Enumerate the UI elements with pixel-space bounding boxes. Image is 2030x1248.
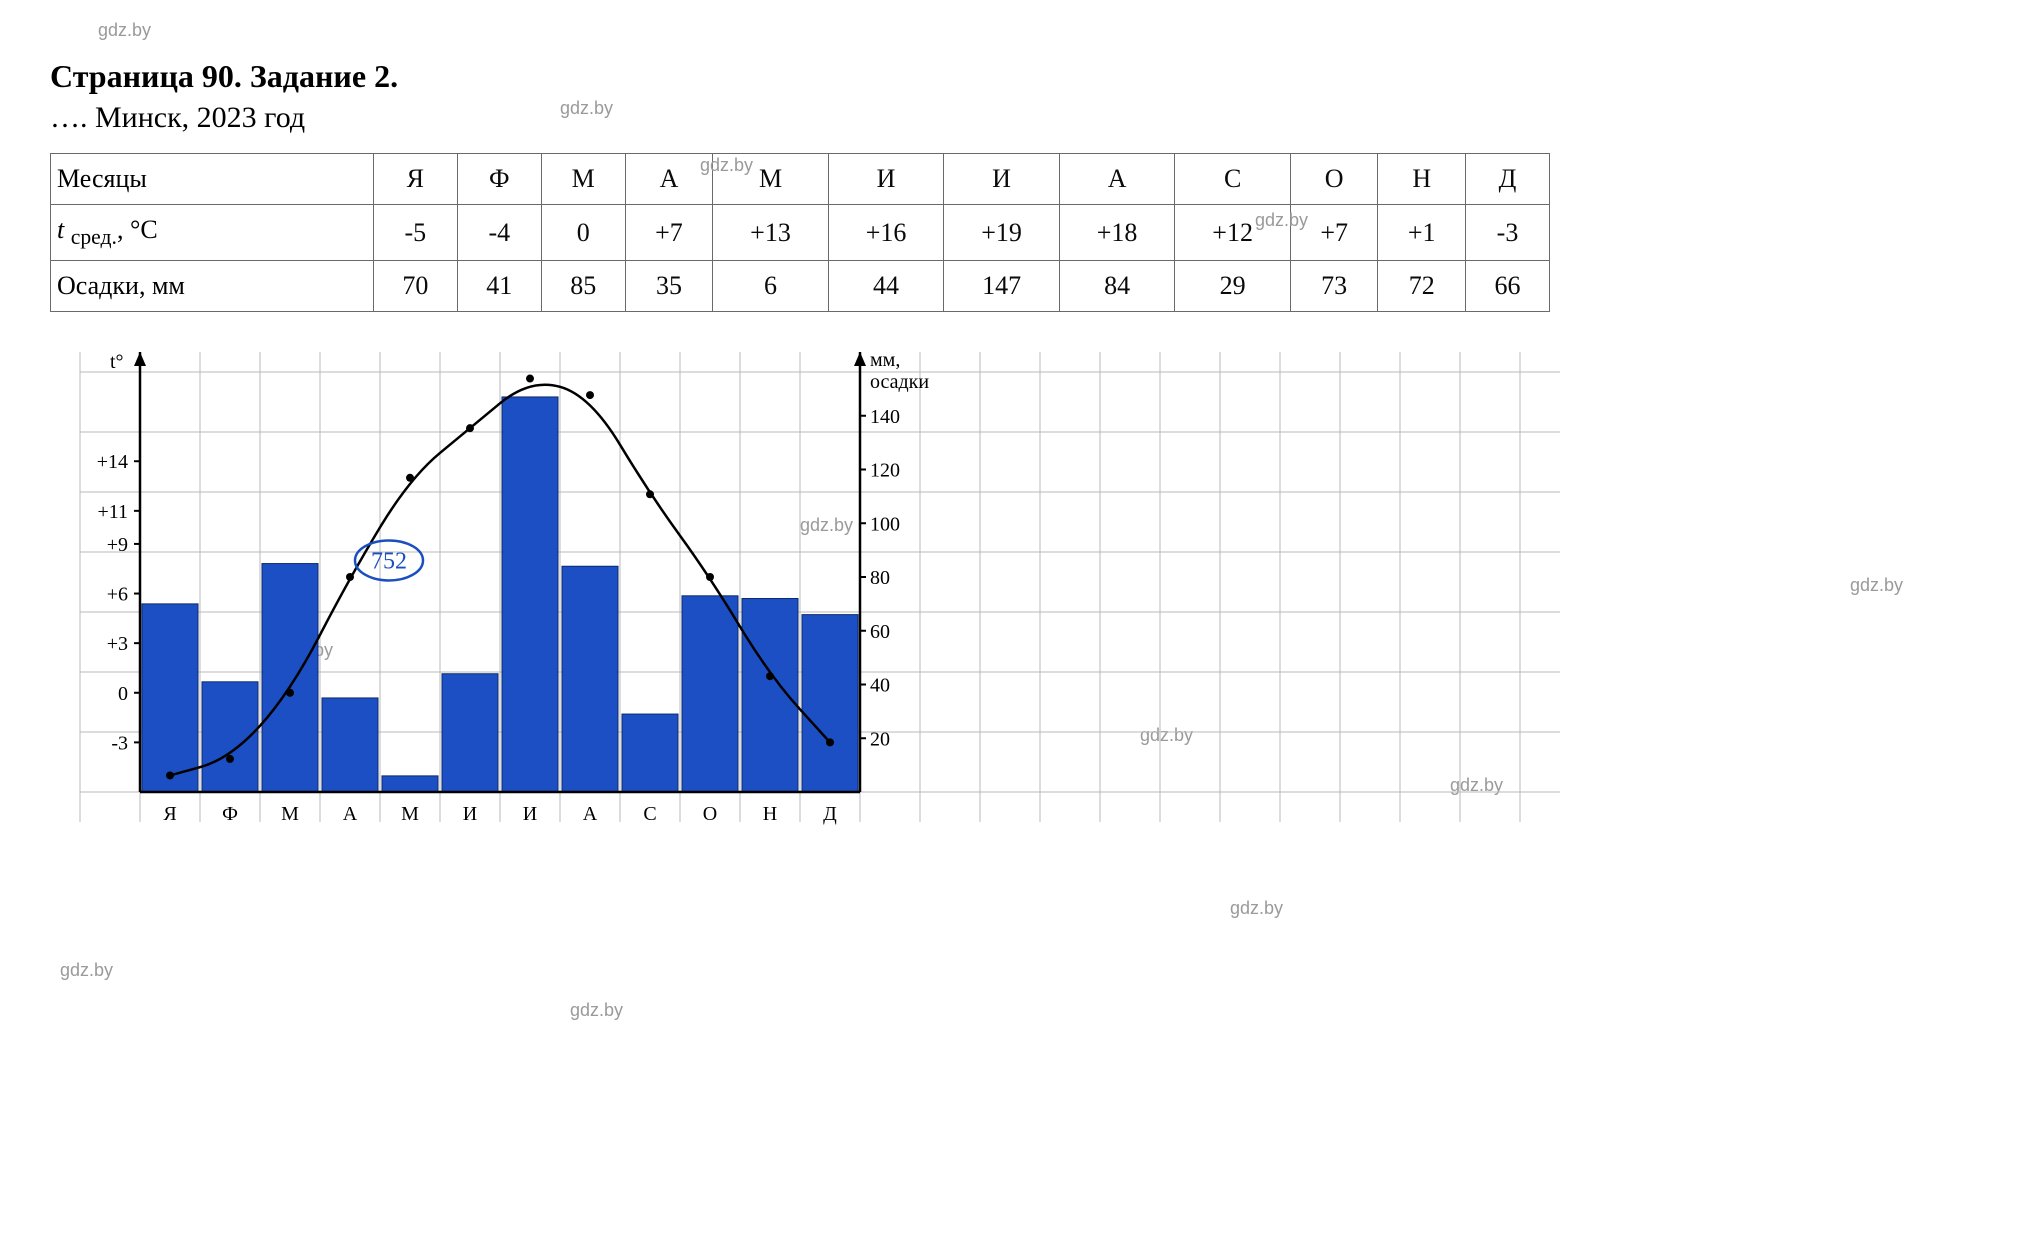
temp-tick-label: +3 [107, 633, 128, 655]
precip-bar [142, 604, 198, 792]
temp-tick-label: +6 [107, 584, 128, 606]
month-cell: М [541, 154, 625, 205]
temp-axis-label: t° [110, 351, 124, 373]
chart-svg: +14 +11 +9 +6 +3 0 -3 t° 140 120 100 80 60 40 20 мм,оса… [50, 332, 1570, 852]
temp-cell: 0 [541, 205, 625, 261]
table-row: t сред., °C -5-40+7+13+16+19+18+12+7+1-3 [51, 205, 1550, 261]
month-tick-label: А [343, 803, 358, 825]
month-cell: И [944, 154, 1060, 205]
climate-table: Месяцы ЯФМАМИИАСОНД t сред., °C -5-40+7+… [50, 153, 1550, 312]
precip-tick-label: 40 [870, 675, 890, 697]
month-cell: А [1059, 154, 1175, 205]
month-cell: М [713, 154, 829, 205]
precip-axis-label: осадки [870, 371, 929, 393]
temp-cell: +16 [828, 205, 944, 261]
month-tick-label: О [703, 803, 717, 825]
precip-tick-label: 20 [870, 728, 890, 750]
precip-bar [442, 674, 498, 792]
watermark: gdz.by [1850, 575, 1903, 596]
precip-bar [682, 596, 738, 792]
svg-text:752: 752 [371, 549, 407, 575]
precip-cell: 41 [457, 261, 541, 312]
climate-chart: +14 +11 +9 +6 +3 0 -3 t° 140 120 100 80 60 40 20 мм,оса… [50, 332, 1570, 852]
row-label-precip: Осадки, мм [51, 261, 374, 312]
precip-cell: 35 [625, 261, 713, 312]
temp-tick-label: +9 [107, 534, 128, 556]
month-tick-label: Я [163, 803, 176, 825]
precip-axis-label: мм, [870, 349, 900, 371]
precip-cell: 29 [1175, 261, 1291, 312]
precip-bar [322, 698, 378, 792]
page-heading: Страница 90. Задание 2. [50, 58, 1980, 95]
month-tick-label: Д [823, 803, 837, 825]
temp-tick-label: -3 [111, 733, 128, 755]
precip-tick-label: 100 [870, 513, 900, 535]
precip-bar [382, 776, 438, 792]
precip-bar [502, 397, 558, 792]
precip-tick-label: 140 [870, 406, 900, 428]
temp-cell: +19 [944, 205, 1060, 261]
precip-tick-label: 60 [870, 621, 890, 643]
precip-cell: 72 [1378, 261, 1466, 312]
temp-tick-label: +11 [97, 501, 128, 523]
month-tick-label: М [401, 803, 419, 825]
month-cell: С [1175, 154, 1291, 205]
month-cell: О [1290, 154, 1378, 205]
temp-cell: +1 [1378, 205, 1466, 261]
temp-cell: -5 [373, 205, 457, 261]
month-cell: И [828, 154, 944, 205]
temp-cell: -3 [1465, 205, 1549, 261]
row-label-temp: t сред., °C [51, 205, 374, 261]
precip-cell: 70 [373, 261, 457, 312]
month-tick-label: И [523, 803, 537, 825]
precip-cell: 44 [828, 261, 944, 312]
precip-cell: 84 [1059, 261, 1175, 312]
month-tick-label: А [583, 803, 598, 825]
temp-cell: -4 [457, 205, 541, 261]
month-cell: Д [1465, 154, 1549, 205]
precip-bar [622, 714, 678, 792]
watermark: gdz.by [570, 1000, 623, 1021]
precip-tick-label: 120 [870, 460, 900, 482]
table-row: Месяцы ЯФМАМИИАСОНД [51, 154, 1550, 205]
month-tick-label: Ф [222, 803, 238, 825]
precip-bar [562, 566, 618, 792]
precip-bar [802, 615, 858, 792]
watermark: gdz.by [60, 960, 113, 981]
temp-cell: +7 [1290, 205, 1378, 261]
month-tick-label: С [643, 803, 656, 825]
precip-cell: 147 [944, 261, 1060, 312]
precip-cell: 66 [1465, 261, 1549, 312]
row-label-months: Месяцы [51, 154, 374, 205]
temp-cell: +18 [1059, 205, 1175, 261]
precip-cell: 6 [713, 261, 829, 312]
precip-tick-label: 80 [870, 567, 890, 589]
month-tick-label: Н [763, 803, 777, 825]
temp-cell: +12 [1175, 205, 1291, 261]
temp-cell: +7 [625, 205, 713, 261]
precip-cell: 73 [1290, 261, 1378, 312]
temp-cell: +13 [713, 205, 829, 261]
page-subtitle: …. Минск, 2023 год [50, 101, 1980, 135]
month-cell: Я [373, 154, 457, 205]
table-row: Осадки, мм 704185356441478429737266 [51, 261, 1550, 312]
precip-bar [262, 564, 318, 792]
month-cell: Н [1378, 154, 1466, 205]
temp-tick-label: 0 [118, 683, 128, 705]
temp-tick-label: +14 [97, 451, 128, 473]
watermark: gdz.by [98, 20, 151, 41]
month-tick-label: И [463, 803, 477, 825]
month-tick-label: М [281, 803, 299, 825]
precip-bar [742, 599, 798, 793]
month-cell: А [625, 154, 713, 205]
precip-cell: 85 [541, 261, 625, 312]
annotation-circle: 752 [355, 541, 423, 581]
watermark: gdz.by [1230, 898, 1283, 919]
month-cell: Ф [457, 154, 541, 205]
